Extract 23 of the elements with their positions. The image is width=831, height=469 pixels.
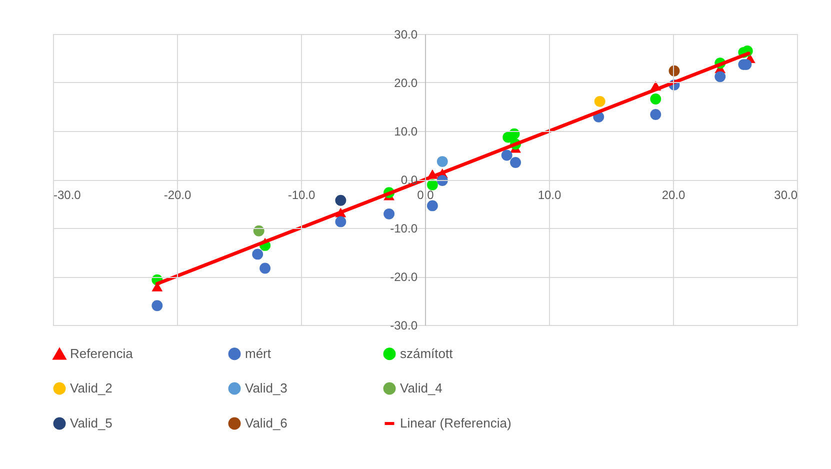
x-tick-label: 0.0 (417, 188, 434, 202)
legend-label: Valid_3 (245, 380, 288, 396)
legend-label: Valid_2 (70, 380, 112, 396)
y-tick-label: -10.0 (390, 222, 418, 236)
legend-label: Valid_5 (70, 416, 112, 430)
y-tick-label: -30.0 (390, 318, 418, 332)
y-tick-label: 0.0 (400, 173, 418, 187)
x-tick-label: -30.0 (54, 188, 82, 202)
legend-label: Linear (Referencia) (400, 416, 512, 430)
legend-label: mért (245, 346, 272, 361)
legend-label: számított (400, 346, 454, 361)
legend-label: Valid_4 (400, 380, 442, 396)
y-tick-label: 20.0 (394, 76, 418, 90)
y-tick-label: -20.0 (390, 270, 418, 284)
x-tick-label: 10.0 (538, 188, 562, 202)
x-tick-label: -20.0 (164, 188, 192, 202)
legend-label: Valid_6 (245, 416, 288, 430)
y-tick-label: 30.0 (394, 28, 418, 42)
x-tick-label: 20.0 (662, 188, 686, 202)
x-tick-label: -10.0 (288, 188, 316, 202)
y-tick-label: 10.0 (394, 124, 418, 138)
x-tick-label: 30.0 (774, 188, 798, 202)
legend-label: Referencia (70, 346, 134, 362)
